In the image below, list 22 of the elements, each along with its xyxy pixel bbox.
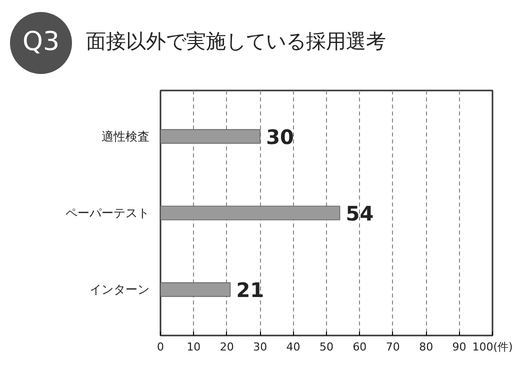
bar	[160, 282, 231, 297]
chart-title: 面接以外で実施している採用選考	[86, 28, 386, 55]
x-tick-label: 70	[386, 340, 400, 354]
bar	[160, 129, 260, 144]
y-tick-label: インターン	[90, 282, 150, 297]
bar	[160, 206, 340, 220]
x-tick-label: 50	[320, 340, 334, 354]
x-tick-label: 100(件)	[472, 340, 513, 354]
data-label: 30	[266, 124, 294, 149]
x-tick-label: 40	[286, 340, 300, 354]
y-tick-label: ペーパーテスト	[66, 206, 150, 220]
x-tick-label: 10	[186, 340, 201, 354]
x-tick-label: 60	[352, 340, 367, 354]
data-label: 21	[236, 278, 264, 302]
x-tick-label: 30	[253, 340, 268, 354]
x-tick-label: 0	[157, 340, 164, 354]
x-tick-label: 20	[220, 340, 234, 354]
data-label: 54	[346, 202, 374, 226]
x-tick-label: 90	[452, 340, 466, 354]
y-tick-label: 適性検査	[102, 129, 150, 144]
text: Q3	[22, 26, 60, 60]
x-tick-label: 80	[419, 340, 434, 354]
